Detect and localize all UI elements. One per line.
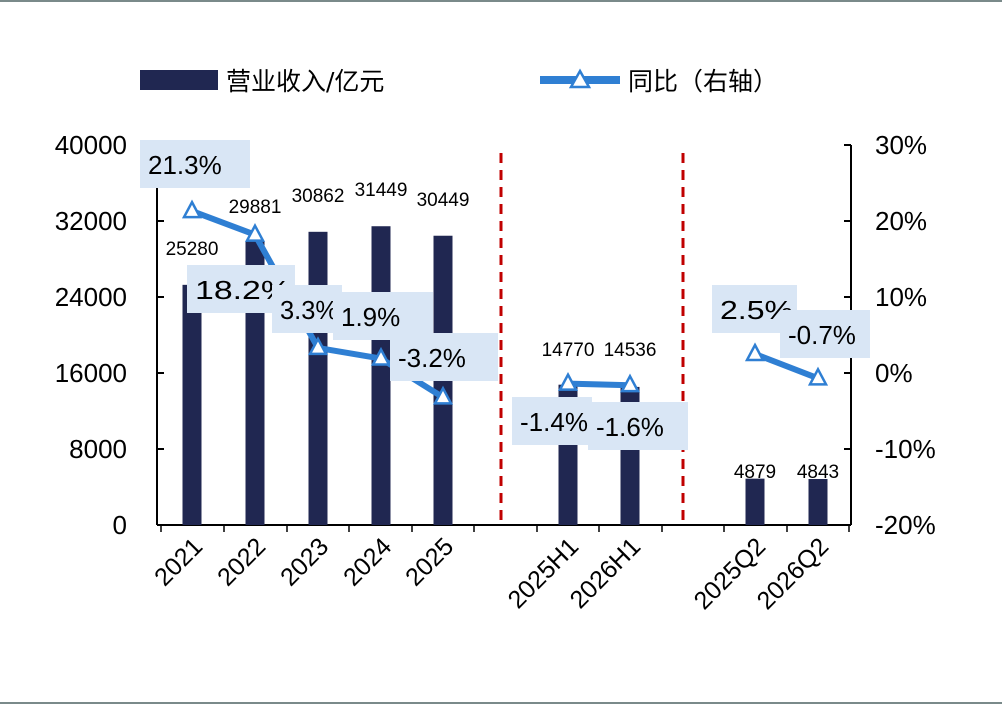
x-tick-label: 2026Q2	[752, 532, 835, 615]
yoy-labels: 21.3%18.2%3.3% 1.9%-3.2%-1.4% -1.6%2.5%-0.…	[140, 140, 870, 450]
yoy-label-box	[780, 310, 870, 358]
separators	[499, 153, 685, 525]
yoy-marker	[181, 199, 203, 219]
x-tick-label: 2022	[212, 532, 271, 591]
yoy-marker	[744, 342, 766, 362]
right-tick-label: 0%	[875, 358, 913, 388]
x-tick-label: 2025	[400, 532, 459, 591]
bar-2021	[182, 284, 202, 525]
bar-2025Q2	[745, 478, 765, 525]
x-tick-label: 2026H1	[565, 532, 647, 614]
bar-value-label: 29881	[229, 197, 282, 218]
left-tick-label: 24000	[55, 282, 127, 312]
bar-2023	[308, 231, 328, 525]
yoy-label: -1.6%	[596, 412, 664, 442]
bar-value-label: 14770	[542, 340, 595, 361]
right-tick-label: 30%	[875, 130, 927, 160]
yoy-marker	[370, 346, 392, 366]
left-tick-label: 32000	[55, 206, 127, 236]
legend-line-label: 同比（右轴）	[628, 67, 778, 96]
legend-triangle-marker	[568, 68, 592, 89]
yoy-line-segment	[753, 351, 820, 382]
yoy-label: -1.4%	[520, 407, 588, 437]
bar-2024	[371, 226, 391, 525]
bar-value-label: 25280	[166, 239, 219, 260]
yoy-label: 21.3%	[148, 150, 222, 180]
bar-value-label: 30449	[417, 190, 470, 211]
yoy-label-box	[272, 285, 342, 333]
right-tick-label: -10%	[875, 434, 936, 464]
bar-value-label: 14536	[604, 340, 657, 361]
yoy-label: 1.9%	[341, 302, 400, 332]
axes: 0 8000 16000 24000 32000 40000 -20% -10% 0% 10% 20…	[55, 130, 936, 540]
bar-2026Q2	[808, 478, 828, 525]
bar-value-labels: 25280 29881 30862 31449 30449 14770 14536 4879 4…	[166, 180, 840, 483]
x-tick-label: 2024	[338, 532, 397, 591]
yoy-line-segment	[567, 380, 631, 389]
yoy-label-box	[333, 292, 433, 340]
yoy-marker	[557, 371, 579, 391]
yoy-marker	[432, 385, 454, 405]
x-tick-label: 2023	[275, 532, 334, 591]
yoy-label: 3.3%	[280, 295, 338, 325]
right-tick-label: 20%	[875, 206, 927, 236]
x-tick-label: 2021	[149, 532, 208, 591]
yoy-marker	[307, 336, 329, 356]
bar-value-label: 31449	[355, 180, 408, 201]
legend-bar-label: 营业收入/亿元	[226, 67, 384, 96]
left-tick-label: 0	[113, 510, 127, 540]
yoy-marker	[244, 223, 266, 242]
right-tick-label: -20%	[875, 510, 936, 540]
yoy-label-box	[390, 333, 498, 381]
yoy-label-box	[140, 140, 250, 188]
yoy-label-box	[512, 397, 592, 445]
yoy-label: -0.7%	[788, 320, 856, 350]
left-tick-label: 8000	[69, 434, 127, 464]
left-tick-label: 16000	[55, 358, 127, 388]
legend: 营业收入/亿元 同比（右轴）	[140, 67, 778, 96]
yoy-marker	[807, 366, 829, 386]
bar-value-label: 4879	[734, 462, 776, 483]
left-tick-label: 40000	[55, 130, 127, 160]
bar-value-label: 30862	[292, 186, 345, 207]
yoy-marker	[619, 373, 641, 393]
legend-bar-swatch	[140, 70, 218, 90]
yoy-label-box	[588, 402, 688, 450]
bar-value-label: 4843	[797, 462, 839, 483]
yoy-label: -3.2%	[398, 343, 466, 373]
right-tick-label: 10%	[875, 282, 927, 312]
